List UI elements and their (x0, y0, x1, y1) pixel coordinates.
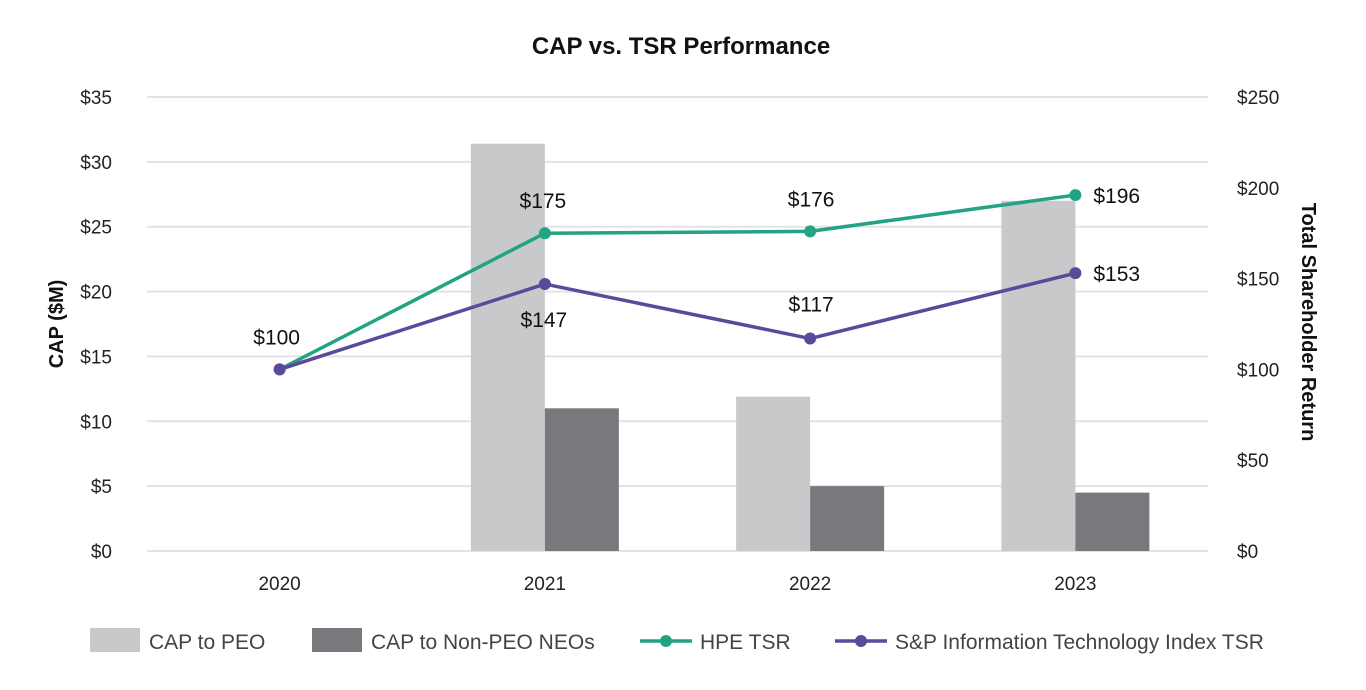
legend-swatch-cap-peo (90, 628, 140, 652)
y-left-tick-label: $0 (91, 542, 112, 563)
data-point (538, 278, 551, 291)
y-right-tick-label: $100 (1237, 360, 1279, 381)
data-point (273, 363, 286, 376)
legend-label: CAP to PEO (149, 631, 265, 654)
y-left-tick-label: $5 (91, 477, 112, 498)
data-label: $100 (253, 326, 300, 349)
x-tick-label: 2023 (1054, 574, 1096, 595)
data-label: $117 (789, 294, 834, 317)
legend-label: S&P Information Technology Index TSR (895, 631, 1264, 654)
y-left-tick-label: $15 (80, 347, 112, 368)
data-label: $176 (788, 188, 835, 211)
y-left-tick-label: $10 (80, 412, 112, 433)
y-left-tick-label: $20 (80, 283, 112, 304)
bar (544, 408, 619, 551)
x-tick-label: 2021 (524, 574, 566, 595)
data-label: $147 (521, 309, 568, 332)
bar (1075, 492, 1150, 551)
bars (470, 143, 1150, 551)
series-line (279, 271, 1076, 372)
bar (810, 486, 885, 551)
bar (1001, 200, 1076, 551)
data-point (804, 332, 817, 345)
data-point (538, 227, 551, 240)
lines (273, 189, 1082, 376)
y-left-tick-label: $25 (80, 218, 112, 239)
y-right-tick-label: $250 (1237, 88, 1279, 109)
legend-marker (660, 635, 672, 647)
data-point (1069, 189, 1082, 202)
bar (736, 396, 811, 551)
legend-label: HPE TSR (700, 631, 791, 654)
y-left-tick-label: $35 (80, 88, 112, 109)
legend-marker (855, 635, 867, 647)
legend: CAP to PEO CAP to Non-PEO NEOs HPE TSR S&P … (90, 628, 1264, 654)
y-right-tick-label: $0 (1237, 542, 1258, 563)
legend-swatch-cap-non-peo (312, 628, 362, 652)
series-line (278, 193, 1076, 371)
data-point (1069, 267, 1082, 280)
y-right-tick-label: $200 (1237, 179, 1279, 200)
x-tick-label: 2020 (258, 574, 300, 595)
y-left-axis-title: CAP ($M) (46, 280, 68, 369)
chart-title: CAP vs. TSR Performance (532, 33, 830, 60)
y-left-tick-label: $30 (80, 153, 112, 174)
data-point (804, 225, 817, 238)
data-label: $175 (520, 190, 567, 213)
bar (470, 143, 545, 551)
y-right-tick-label: $50 (1237, 451, 1269, 472)
y-right-axis-title: Total Shareholder Return (1297, 203, 1319, 442)
data-label: $196 (1093, 185, 1140, 208)
axes: $0 $5 $10 $15 $20 $25 $30 $35 $0 $50 $100 $150 $200 $… (46, 88, 1319, 595)
data-labels: $100 $175 $176 $196 $147 $117 $153 (253, 185, 1140, 349)
data-label: $153 (1093, 263, 1140, 286)
x-tick-label: 2022 (789, 574, 831, 595)
y-right-tick-label: $150 (1237, 270, 1279, 291)
legend-label: CAP to Non-PEO NEOs (371, 631, 595, 654)
